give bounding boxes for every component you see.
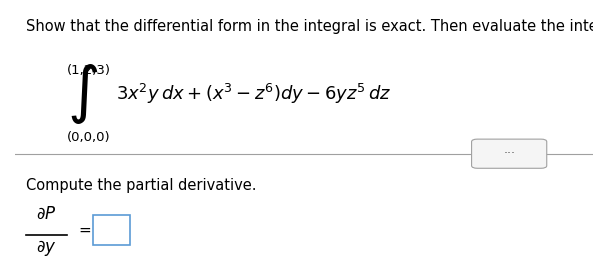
FancyBboxPatch shape — [471, 139, 547, 168]
Text: $\partial y$: $\partial y$ — [36, 238, 57, 258]
Text: ···: ··· — [503, 147, 515, 160]
Text: $\int$: $\int$ — [67, 62, 98, 126]
Text: $\partial P$: $\partial P$ — [36, 205, 57, 223]
Text: Show that the differential form in the integral is exact. Then evaluate the inte: Show that the differential form in the i… — [26, 19, 593, 34]
FancyBboxPatch shape — [93, 215, 130, 245]
Text: (1,2,3): (1,2,3) — [67, 64, 111, 77]
Text: Compute the partial derivative.: Compute the partial derivative. — [26, 178, 257, 193]
Text: $3x^2y\,dx + \left(x^3 - z^6\right)dy - 6yz^5\,dz$: $3x^2y\,dx + \left(x^3 - z^6\right)dy - … — [116, 82, 391, 106]
Text: =: = — [78, 223, 91, 238]
Text: (0,0,0): (0,0,0) — [67, 131, 110, 144]
